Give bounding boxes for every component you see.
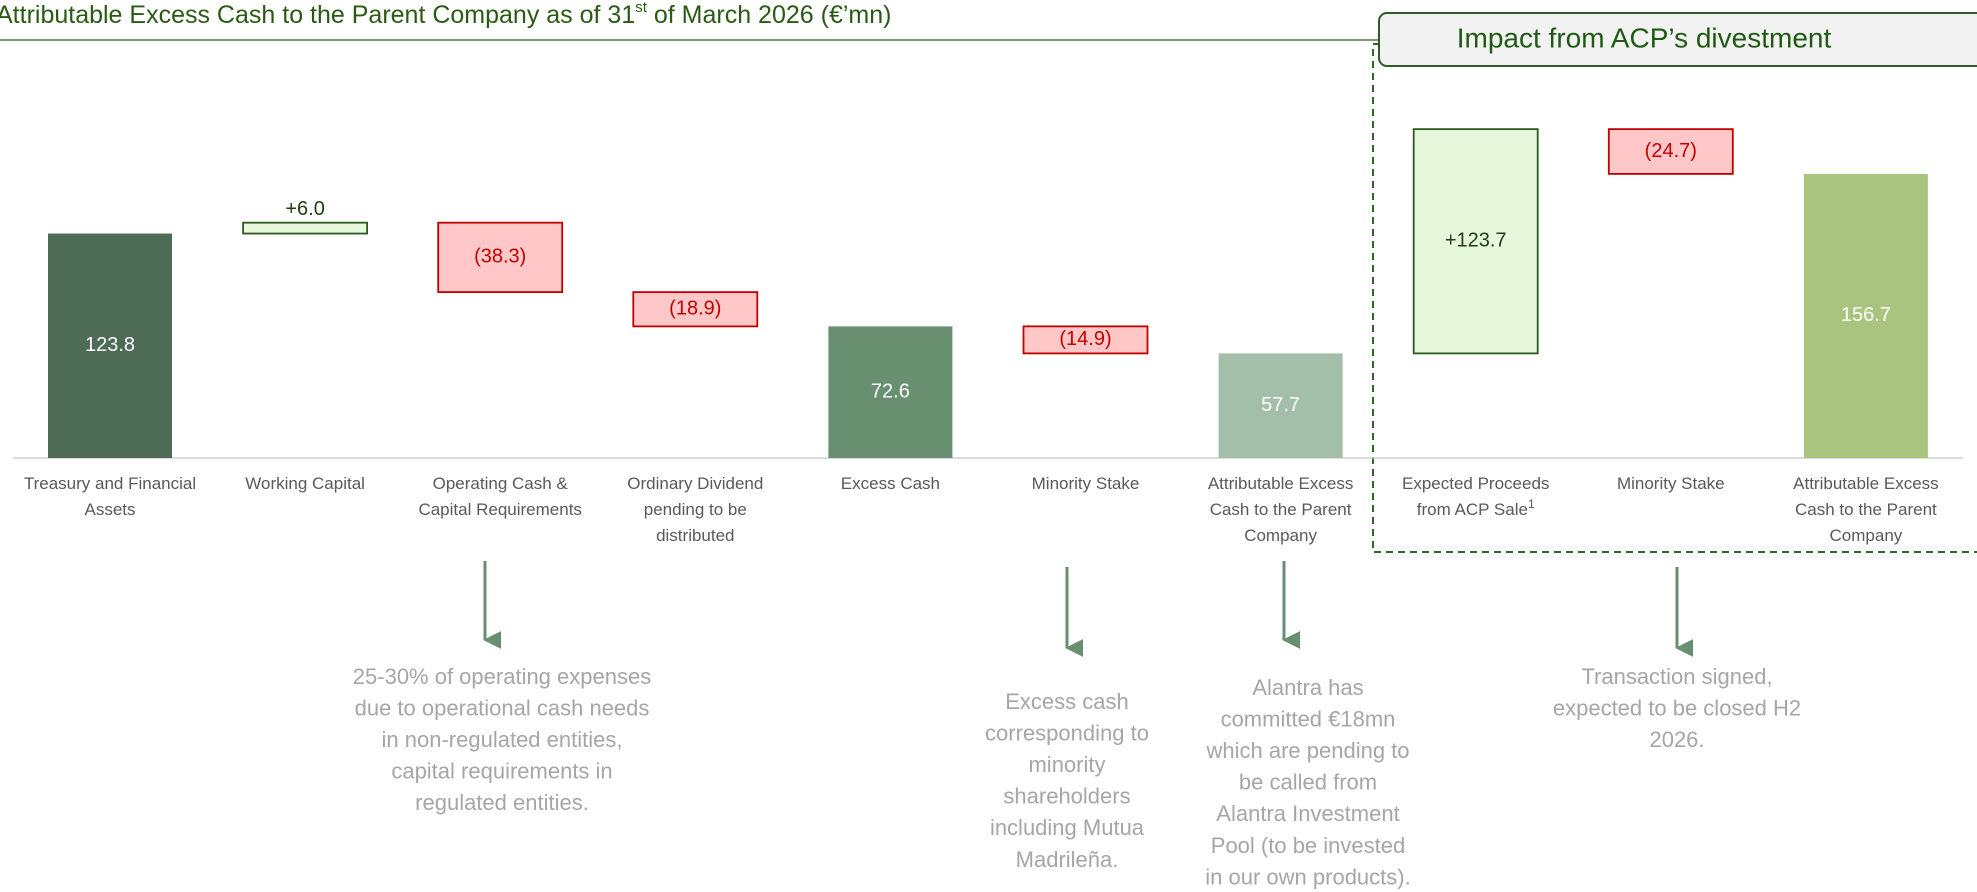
bar (48, 233, 172, 458)
x-tick-label: Company (1244, 526, 1317, 545)
x-tick-label-line: Capital Requirements (418, 500, 581, 519)
annotation-text: Excess cash (1005, 689, 1129, 714)
x-tick-label-line: Minority Stake (1032, 474, 1140, 493)
value-label: (18.9) (669, 298, 721, 320)
value-label: +6.0 (285, 198, 324, 220)
x-tick-label: Treasury and Financial (24, 474, 196, 493)
annotation-text: Pool (to be invested (1211, 833, 1405, 858)
x-tick-label-line: Minority Stake (1617, 474, 1725, 493)
bar (1607, 128, 1734, 175)
bar (1803, 173, 1928, 458)
annotation-text: 2026. (1649, 727, 1704, 752)
x-tick-label-line: Operating Cash & (433, 474, 569, 493)
value-label: 123.8 (85, 334, 135, 356)
chart-title: Attributable Excess Cash to the Parent C… (0, 0, 891, 29)
x-tick-label: Capital Requirements (418, 500, 581, 519)
title-superscript: st (635, 0, 648, 16)
annotation-text: be called from (1239, 770, 1377, 795)
bar (828, 326, 953, 458)
value-label: (14.9) (1059, 328, 1111, 350)
annotation-text: due to operational cash needs (355, 695, 650, 720)
x-tick-label: Working Capital (245, 474, 365, 493)
x-tick-label: Expected Proceeds (1402, 474, 1549, 493)
x-tick-label-line: Company (1244, 526, 1317, 545)
x-tick-label-line: pending to be (644, 500, 747, 519)
x-tick-label: pending to be (644, 500, 747, 519)
title-end: of March 2026 (€’mn) (647, 1, 892, 29)
x-tick-label: Excess Cash (841, 474, 940, 493)
bar (632, 291, 759, 328)
value-label: 57.7 (1261, 394, 1300, 416)
bar (1218, 353, 1343, 458)
x-tick-label-line: Company (1830, 526, 1903, 545)
x-tick-label-line: Working Capital (245, 474, 365, 493)
x-tick-label: Company (1830, 526, 1903, 545)
x-tick-label-line: Excess Cash (841, 474, 940, 493)
value-label: 156.7 (1841, 304, 1891, 326)
x-tick-label: Cash to the Parent (1795, 500, 1937, 519)
x-tick-label-line: distributed (656, 526, 734, 545)
x-tick-label-line: Assets (84, 500, 135, 519)
bar (242, 221, 369, 235)
annotation-text: minority (1028, 752, 1105, 777)
annotation-text: capital requirements in (391, 759, 612, 784)
x-tick-label-line: Cash to the Parent (1210, 500, 1352, 519)
panel-title: Impact from ACP’s divestment (1457, 22, 1832, 53)
annotation-text: 25-30% of operating expenses (353, 664, 651, 689)
annotation-text: committed €18mn (1221, 706, 1396, 731)
annotation-text: Transaction signed, (1581, 664, 1772, 689)
x-tick-label-line: Attributable Excess (1208, 474, 1354, 493)
x-tick-label: Operating Cash & (433, 474, 569, 493)
x-tick-label-line: Cash to the Parent (1795, 500, 1937, 519)
x-tick-label: Assets (84, 500, 135, 519)
x-tick-label: Attributable Excess (1793, 474, 1939, 493)
annotation-text: regulated entities. (415, 790, 589, 815)
annotation-text: Alantra Investment (1216, 801, 1399, 826)
x-tick-label: Cash to the Parent (1210, 500, 1352, 519)
annotation-text: Madrileña. (1016, 847, 1119, 872)
x-tick-label: Attributable Excess (1208, 474, 1354, 493)
value-label: (38.3) (474, 246, 526, 268)
bar (1412, 128, 1539, 355)
x-tick-label-line: Treasury and Financial (24, 474, 196, 493)
panel-header (1378, 12, 1977, 67)
x-tick-label-line: Ordinary Dividend (627, 474, 763, 493)
x-tick-label-line: from ACP Sale (1417, 500, 1528, 519)
annotation-text: in non-regulated entities, (382, 727, 623, 752)
annotation-text: in our own products). (1205, 864, 1410, 889)
annotation-text: expected to be closed H2 (1553, 695, 1801, 720)
x-tick-label: Ordinary Dividend (627, 474, 763, 493)
annotation-text: which are pending to (1205, 738, 1409, 763)
annotation-text: including Mutua (990, 815, 1145, 840)
bar (1022, 325, 1149, 355)
x-tick-label: Minority Stake (1617, 474, 1725, 493)
annotation-text: corresponding to (985, 720, 1149, 745)
annotation-text: Alantra has (1252, 675, 1363, 700)
x-tick-label-line: Expected Proceeds (1402, 474, 1549, 493)
annotation-text: shareholders (1003, 784, 1130, 809)
x-tick-label-line: Attributable Excess (1793, 474, 1939, 493)
value-label: 72.6 (871, 380, 910, 402)
x-tick-label: Minority Stake (1032, 474, 1140, 493)
value-label: +123.7 (1445, 230, 1507, 252)
footnote-mark: 1 (1528, 497, 1535, 511)
value-label: (24.7) (1645, 140, 1697, 162)
bar (437, 221, 564, 294)
x-tick-label: from ACP Sale1 (1417, 497, 1535, 519)
x-tick-label: distributed (656, 526, 734, 545)
title-text: Attributable Excess Cash to the Parent C… (0, 1, 635, 29)
